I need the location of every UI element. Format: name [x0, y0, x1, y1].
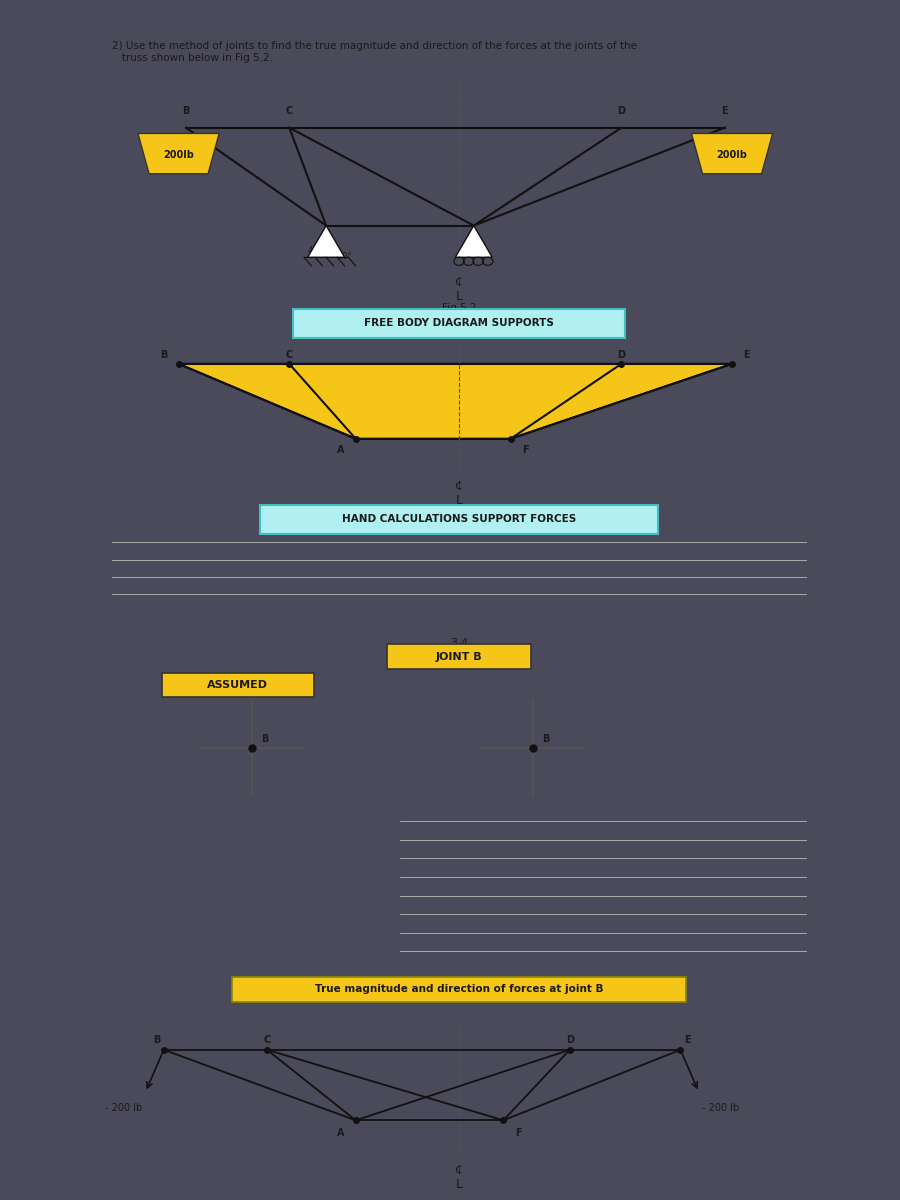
Text: ¢
L: ¢ L: [455, 1163, 463, 1190]
Polygon shape: [308, 226, 345, 257]
Text: - 200 lb: - 200 lb: [702, 1104, 740, 1114]
FancyBboxPatch shape: [260, 505, 658, 534]
Text: B: B: [183, 106, 190, 116]
Text: B: B: [542, 733, 549, 744]
Text: C: C: [285, 350, 292, 360]
Polygon shape: [455, 226, 492, 257]
Text: ASSUMED: ASSUMED: [207, 680, 268, 690]
Text: E: E: [743, 350, 750, 360]
Text: D: D: [617, 106, 626, 116]
Text: D: D: [566, 1034, 573, 1045]
Text: B: B: [261, 733, 268, 744]
Text: FREE BODY DIAGRAM SUPPORTS: FREE BODY DIAGRAM SUPPORTS: [364, 318, 554, 328]
Text: F: F: [515, 1128, 521, 1138]
Text: A: A: [338, 445, 345, 455]
Polygon shape: [691, 133, 772, 174]
Polygon shape: [138, 133, 220, 174]
Text: B: B: [153, 1034, 160, 1045]
Text: C: C: [264, 1034, 271, 1045]
Text: True magnitude and direction of forces at joint B: True magnitude and direction of forces a…: [315, 984, 603, 995]
Text: ¢
L: ¢ L: [455, 275, 463, 302]
Text: 30°: 30°: [338, 252, 352, 260]
Text: - 200 lb: - 200 lb: [104, 1104, 142, 1114]
Text: 200lb: 200lb: [163, 150, 194, 161]
Text: JOINT B: JOINT B: [436, 652, 482, 661]
Text: Fig 5.2: Fig 5.2: [442, 304, 476, 313]
Text: E: E: [685, 1034, 691, 1045]
FancyBboxPatch shape: [162, 672, 313, 697]
Text: F: F: [522, 445, 528, 455]
Text: A: A: [338, 1128, 345, 1138]
FancyBboxPatch shape: [231, 977, 687, 1002]
FancyBboxPatch shape: [387, 644, 531, 670]
FancyBboxPatch shape: [293, 310, 625, 338]
Text: 45°: 45°: [308, 246, 322, 254]
Text: B: B: [160, 350, 167, 360]
Text: ¢
L: ¢ L: [455, 479, 463, 508]
Text: E: E: [722, 106, 728, 116]
Text: 3-4: 3-4: [450, 638, 468, 648]
Text: HAND CALCULATIONS SUPPORT FORCES: HAND CALCULATIONS SUPPORT FORCES: [342, 514, 576, 523]
Text: D: D: [617, 350, 626, 360]
Text: 200lb: 200lb: [716, 150, 748, 161]
Text: 2) Use the method of joints to find the true magnitude and direction of the forc: 2) Use the method of joints to find the …: [112, 41, 637, 62]
Text: C: C: [285, 106, 292, 116]
Polygon shape: [178, 364, 732, 439]
